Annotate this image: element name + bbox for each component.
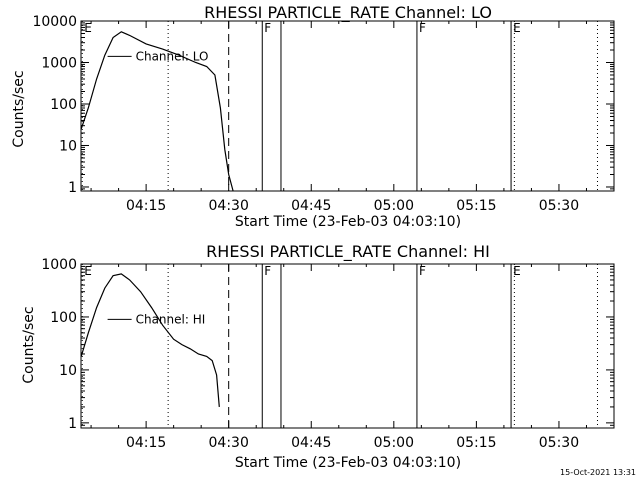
chart-1-title: RHESSI PARTICLE_RATE Channel: LO [204, 3, 492, 23]
footer-timestamp: 15-Oct-2021 13:31 [560, 468, 636, 477]
chart-1-xtick-label: 05:00 [374, 198, 414, 214]
chart-1-xlabel: Start Time (23-Feb-03 04:03:10) [235, 214, 461, 230]
chart-2-ytick-label: 1000 [41, 257, 77, 273]
chart-2-marker-label: E [513, 264, 521, 278]
chart-1-ytick-label: 10 [59, 138, 77, 154]
chart-2-marker-label: F [264, 264, 271, 278]
chart-2-xtick-label: 04:30 [209, 435, 249, 451]
chart-1-xtick-label: 04:45 [291, 198, 331, 214]
chart-2-frame [80, 263, 615, 429]
chart-2-ytick-label: 1 [68, 416, 77, 432]
chart-1-ytick-label: 1000 [41, 55, 77, 71]
chart-2-ylabel: Counts/sec [21, 306, 37, 383]
chart-1-xtick-label: 05:15 [456, 198, 496, 214]
chart-2-title: RHESSI PARTICLE_RATE Channel: HI [206, 242, 490, 262]
chart-1-marker-label: E [84, 21, 92, 35]
chart-2-ytick-label: 100 [50, 310, 77, 326]
chart-2-xtick-label: 05:15 [456, 435, 496, 451]
chart-1-frame [80, 20, 615, 192]
chart-1-series-line [80, 31, 234, 192]
chart-2-xtick-label: 04:15 [126, 435, 166, 451]
chart-2-marker-label: E [84, 264, 92, 278]
chart-1: 04:15 04:30 04:45 05:00 05:15 05:30 1 10 100 1000… [32, 14, 615, 214]
chart-1-xtick-label: 04:30 [209, 198, 249, 214]
chart-1-ytick-label: 100 [50, 97, 77, 113]
chart-2-legend-label: Channel: HI [136, 312, 206, 326]
chart-1-ytick-label: 10000 [32, 14, 77, 30]
chart-2: 04:15 04:30 04:45 05:00 05:15 05:30 1 10 100 1000… [41, 257, 615, 451]
chart-1-marker-label: E [513, 21, 521, 35]
chart-1-ylabel: Counts/sec [11, 70, 27, 147]
chart-1-marker-label: F [264, 21, 271, 35]
chart-1-xtick-label: 05:30 [539, 198, 579, 214]
chart-1-xtick-label: 04:15 [126, 198, 166, 214]
chart-2-xtick-label: 04:45 [291, 435, 331, 451]
chart-2-xtick-label: 05:30 [539, 435, 579, 451]
chart-2-xtick-label: 05:00 [374, 435, 414, 451]
chart-1-marker-label: F [419, 21, 426, 35]
chart-2-marker-label: F [419, 264, 426, 278]
chart-1-legend-label: Channel: LO [136, 49, 209, 63]
chart-2-series-line [80, 273, 220, 407]
chart-1-ytick-label: 1 [68, 180, 77, 196]
chart-2-xlabel: Start Time (23-Feb-03 04:03:10) [235, 455, 461, 471]
chart-2-ytick-label: 10 [59, 363, 77, 379]
